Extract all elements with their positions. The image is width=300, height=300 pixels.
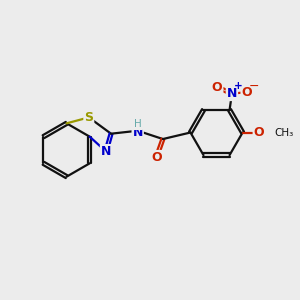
Text: H: H (134, 119, 142, 129)
Text: O: O (212, 81, 222, 94)
Text: S: S (84, 111, 93, 124)
Text: −: − (249, 80, 260, 93)
Text: CH₃: CH₃ (274, 128, 294, 137)
Text: O: O (151, 151, 162, 164)
Text: O: O (254, 126, 264, 139)
Text: N: N (227, 87, 237, 100)
Text: N: N (101, 145, 111, 158)
Text: +: + (234, 81, 243, 91)
Text: O: O (242, 86, 252, 99)
Text: N: N (133, 126, 143, 139)
